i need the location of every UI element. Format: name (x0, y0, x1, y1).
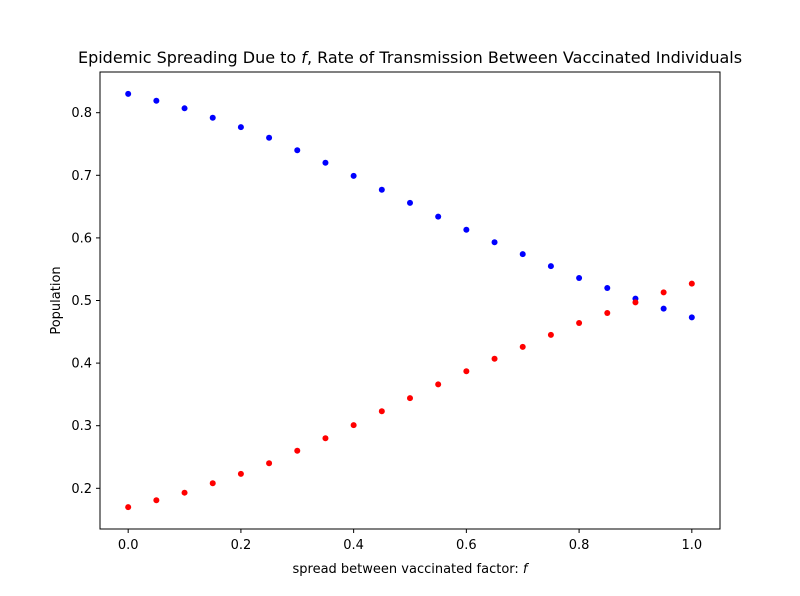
data-point-series-1 (237, 124, 244, 131)
data-point-series-1 (125, 90, 132, 97)
data-point-series-1 (407, 199, 413, 206)
x-tick-label: 0.4 (343, 538, 364, 553)
data-point-series-1 (294, 147, 301, 154)
data-point-series-1 (209, 114, 216, 121)
data-point-series-2 (463, 368, 470, 375)
data-point-series-2 (435, 381, 442, 388)
data-point-series-2 (519, 343, 526, 350)
data-point-series-1 (576, 274, 583, 281)
data-point-series-1 (322, 159, 329, 166)
x-tick-label: 0.2 (231, 538, 252, 553)
series-points (125, 90, 695, 511)
data-point-series-2 (237, 470, 244, 477)
data-point-series-2 (209, 480, 216, 487)
y-tick-label: 0.4 (71, 357, 92, 372)
data-point-series-1 (519, 251, 526, 258)
plot-frame (99, 71, 721, 530)
y-tick-label: 0.2 (71, 482, 92, 497)
y-ticks: 0.2 0.3 0.4 0.5 0.6 0.7 0.8 (71, 106, 100, 497)
y-tick-label: 0.6 (71, 231, 92, 246)
data-point-series-1 (266, 134, 273, 141)
y-tick-label: 0.8 (71, 106, 92, 121)
data-point-series-1 (688, 314, 695, 321)
data-point-series-2 (266, 460, 273, 467)
data-point-series-2 (407, 395, 413, 402)
x-axis-label: spread between vaccinated factor: f (293, 562, 530, 577)
data-point-series-1 (491, 239, 498, 246)
data-point-series-2 (576, 320, 583, 327)
data-point-series-1 (604, 284, 611, 291)
y-tick-label: 0.5 (71, 294, 92, 309)
data-point-series-2 (322, 435, 329, 442)
data-point-series-2 (378, 408, 385, 415)
data-point-series-1 (660, 305, 667, 312)
chart-title: Epidemic Spreading Due to f, Rate of Tra… (78, 48, 742, 67)
x-tick-label: 0.8 (569, 538, 590, 553)
x-tick-label: 0.6 (456, 538, 477, 553)
data-point-series-1 (463, 226, 470, 233)
data-point-series-2 (294, 447, 301, 454)
y-tick-label: 0.3 (71, 419, 92, 434)
y-tick-label: 0.7 (71, 169, 92, 184)
data-point-series-1 (547, 263, 554, 270)
data-point-series-2 (153, 497, 160, 504)
data-point-series-2 (491, 355, 498, 362)
data-point-series-2 (604, 310, 611, 317)
data-point-series-2 (125, 504, 132, 511)
data-point-series-2 (632, 299, 639, 306)
data-point-series-1 (153, 97, 160, 104)
data-point-series-1 (350, 172, 357, 179)
data-point-series-2 (350, 422, 357, 429)
data-point-series-1 (435, 213, 442, 220)
x-tick-label: 1.0 (681, 538, 702, 553)
data-point-series-2 (547, 331, 554, 338)
data-point-series-2 (660, 289, 667, 296)
x-ticks: 0.0 0.2 0.4 0.6 0.8 1.0 (118, 529, 702, 553)
x-tick-label: 0.0 (118, 538, 139, 553)
y-axis-label: Population (49, 266, 64, 334)
data-point-series-2 (688, 280, 695, 287)
data-point-series-1 (378, 186, 385, 193)
data-point-series-1 (181, 105, 188, 112)
data-point-series-2 (181, 489, 188, 496)
